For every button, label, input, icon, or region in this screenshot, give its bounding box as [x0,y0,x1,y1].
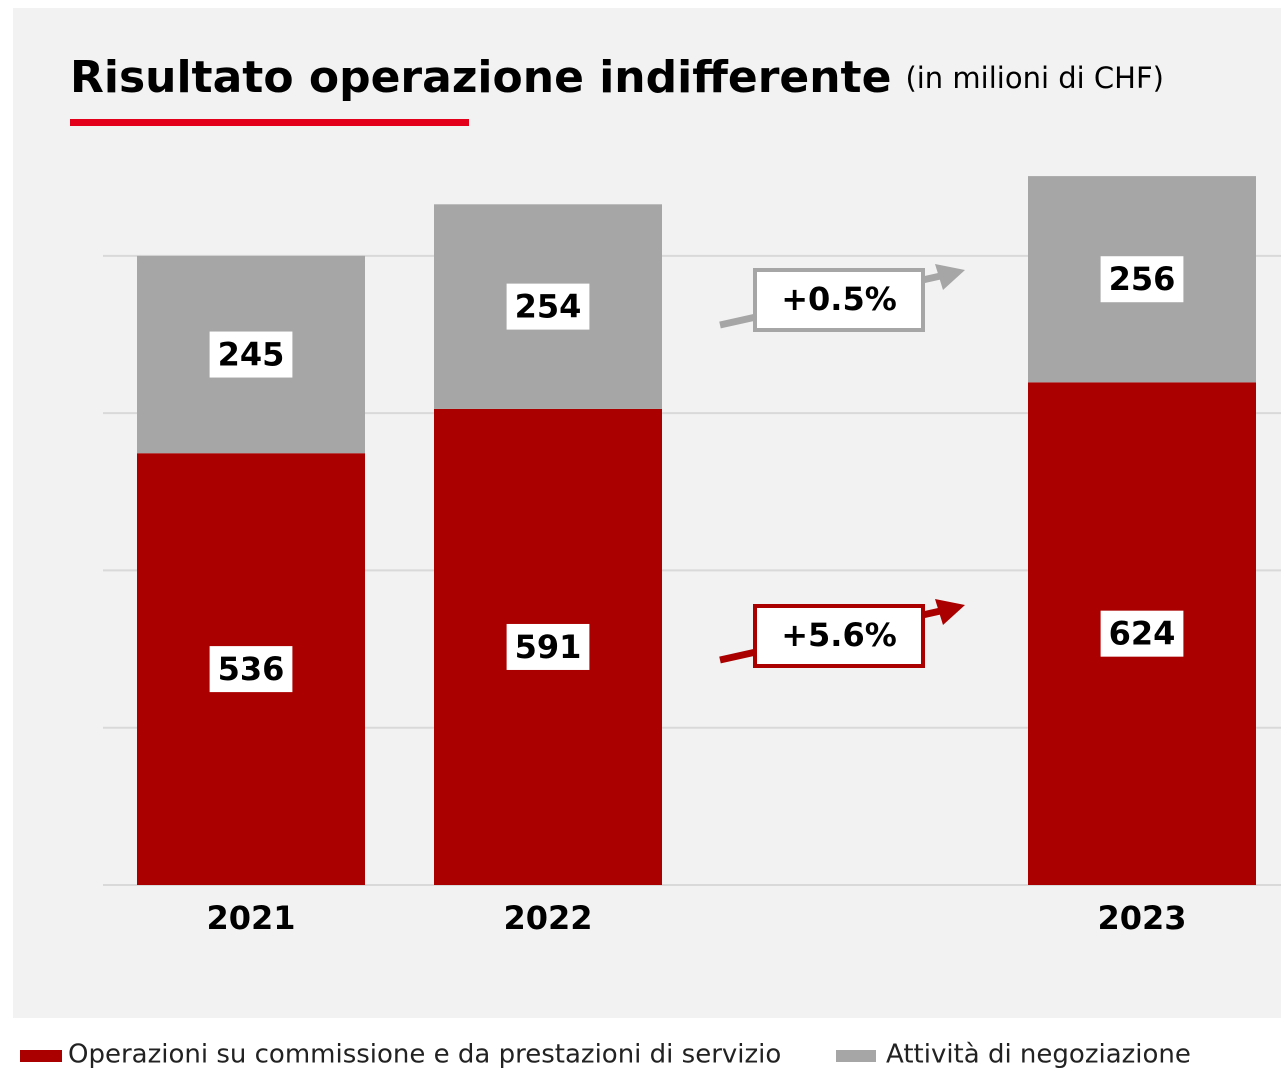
title-underline [70,119,469,126]
annotation-arrowhead [935,264,965,290]
legend-label: Attività di negoziazione [886,1040,1191,1070]
annotation-arrowhead [935,599,965,625]
annotation-box [753,268,925,332]
value-label: 536 [218,650,285,688]
value-label-box [1100,256,1184,303]
x-tick-label: 2022 [503,899,592,937]
annotation-box [753,604,925,668]
subtitle: (in milioni di CHF) [905,61,1164,95]
value-label-box [506,283,590,330]
value-label-box [506,623,590,670]
legend-label: Operazioni su commissione e da prestazio… [68,1040,781,1070]
x-tick-label: 2023 [1097,899,1186,937]
value-label: 591 [515,628,582,666]
value-label-box [1100,610,1184,657]
value-label: 624 [1109,615,1176,653]
value-label-box [209,331,293,378]
value-label: 245 [218,336,285,374]
title: Risultato operazione indifferente [70,52,891,103]
legend-swatch [20,1050,62,1062]
value-label-box [209,646,293,693]
chart-title: Risultato operazione indifferente (in mil… [70,52,1164,103]
value-label: 254 [515,288,582,326]
x-tick-label: 2021 [206,899,295,937]
annotation-text: +5.6% [781,616,897,654]
legend-swatch [836,1050,876,1062]
value-label: 256 [1109,260,1176,298]
annotation-text: +0.5% [781,280,897,318]
